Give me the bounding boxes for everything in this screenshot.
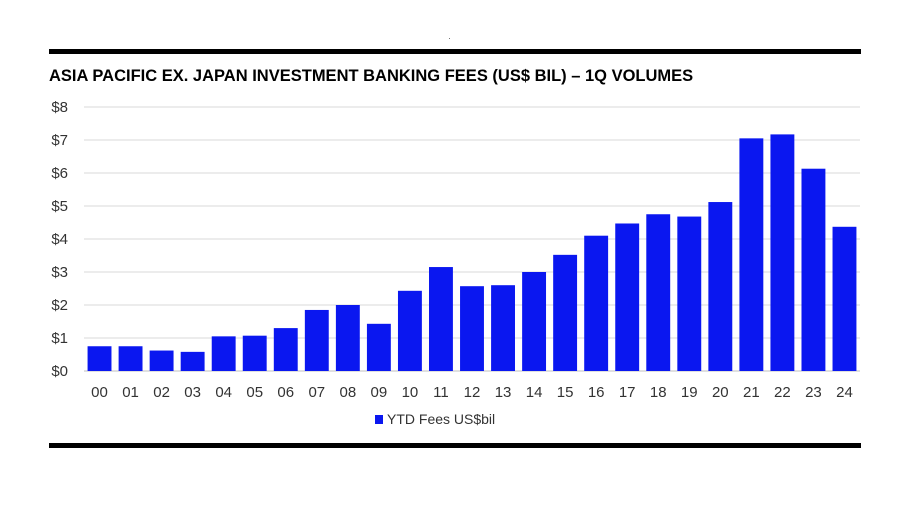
x-tick-label: 10 bbox=[402, 384, 419, 401]
x-tick-label: 00 bbox=[91, 384, 108, 401]
x-tick-label: 17 bbox=[619, 384, 636, 401]
chart-title: ASIA PACIFIC EX. JAPAN INVESTMENT BANKIN… bbox=[49, 67, 694, 85]
bar-09 bbox=[366, 323, 391, 371]
x-tick-label: 21 bbox=[743, 384, 760, 401]
bottom-rule bbox=[49, 443, 861, 448]
bar-11 bbox=[429, 267, 453, 371]
x-tick-label: 01 bbox=[122, 384, 139, 401]
bar-02 bbox=[149, 350, 174, 371]
y-tick-label: $4 bbox=[51, 231, 68, 248]
y-tick-label: $7 bbox=[51, 132, 68, 149]
legend-swatch bbox=[375, 414, 383, 424]
y-tick-label: $0 bbox=[51, 363, 68, 380]
bar-03 bbox=[180, 351, 205, 371]
y-tick-label: $6 bbox=[51, 165, 68, 182]
bar-14 bbox=[522, 272, 547, 371]
x-tick-label: 23 bbox=[805, 384, 822, 401]
bar-13 bbox=[491, 285, 515, 371]
bar-19 bbox=[677, 216, 702, 371]
bar-17 bbox=[615, 223, 640, 371]
bar-10 bbox=[397, 290, 422, 371]
bars bbox=[87, 134, 857, 371]
x-tick-label: 20 bbox=[712, 384, 729, 401]
bar-21 bbox=[739, 138, 764, 371]
top-rule bbox=[49, 49, 861, 54]
x-tick-label: 19 bbox=[681, 384, 698, 401]
bar-05 bbox=[242, 335, 267, 371]
x-tick-label: 12 bbox=[464, 384, 481, 401]
x-tick-label: 08 bbox=[339, 384, 356, 401]
y-axis-ticks: $0 $1 $2 $3 $4 $5 $6 $7 $8 bbox=[51, 99, 68, 380]
bar-15 bbox=[553, 254, 578, 371]
bar-16 bbox=[584, 235, 609, 371]
x-tick-label: 03 bbox=[184, 384, 201, 401]
stray-dot bbox=[449, 38, 450, 39]
bar-08 bbox=[335, 305, 360, 371]
x-tick-label: 06 bbox=[277, 384, 294, 401]
x-tick-label: 09 bbox=[371, 384, 388, 401]
x-tick-label: 05 bbox=[246, 384, 263, 401]
x-tick-label: 14 bbox=[526, 384, 543, 401]
bar-22 bbox=[770, 134, 795, 371]
x-tick-label: 18 bbox=[650, 384, 667, 401]
x-tick-label: 16 bbox=[588, 384, 605, 401]
x-tick-label: 11 bbox=[433, 384, 449, 401]
bar-23 bbox=[801, 168, 826, 371]
bar-00 bbox=[87, 346, 112, 371]
x-axis-ticks: 00 01 02 03 04 05 06 07 08 09 10 11 12 13 14 15 16 17 18 19… bbox=[91, 384, 853, 401]
bar-12 bbox=[460, 286, 484, 371]
x-tick-label: 15 bbox=[557, 384, 574, 401]
x-tick-label: 04 bbox=[215, 384, 232, 401]
x-tick-label: 24 bbox=[836, 384, 853, 401]
x-tick-label: 22 bbox=[774, 384, 791, 401]
bar-18 bbox=[646, 214, 671, 371]
y-tick-label: $1 bbox=[51, 330, 68, 347]
bar-06 bbox=[273, 328, 298, 371]
y-tick-label: $5 bbox=[51, 198, 68, 215]
bar-01 bbox=[118, 346, 143, 371]
y-tick-label: $8 bbox=[51, 99, 68, 116]
x-tick-label: 02 bbox=[153, 384, 170, 401]
bar-04 bbox=[211, 336, 236, 371]
legend-label: YTD Fees US$bil bbox=[387, 411, 496, 427]
x-tick-label: 13 bbox=[495, 384, 512, 401]
bar-24 bbox=[832, 226, 857, 371]
bar-07 bbox=[304, 309, 329, 371]
x-tick-label: 07 bbox=[308, 384, 325, 401]
y-tick-label: $3 bbox=[51, 264, 68, 281]
legend: YTD Fees US$bil bbox=[375, 411, 495, 427]
bar-20 bbox=[708, 202, 733, 371]
y-tick-label: $2 bbox=[51, 297, 68, 314]
